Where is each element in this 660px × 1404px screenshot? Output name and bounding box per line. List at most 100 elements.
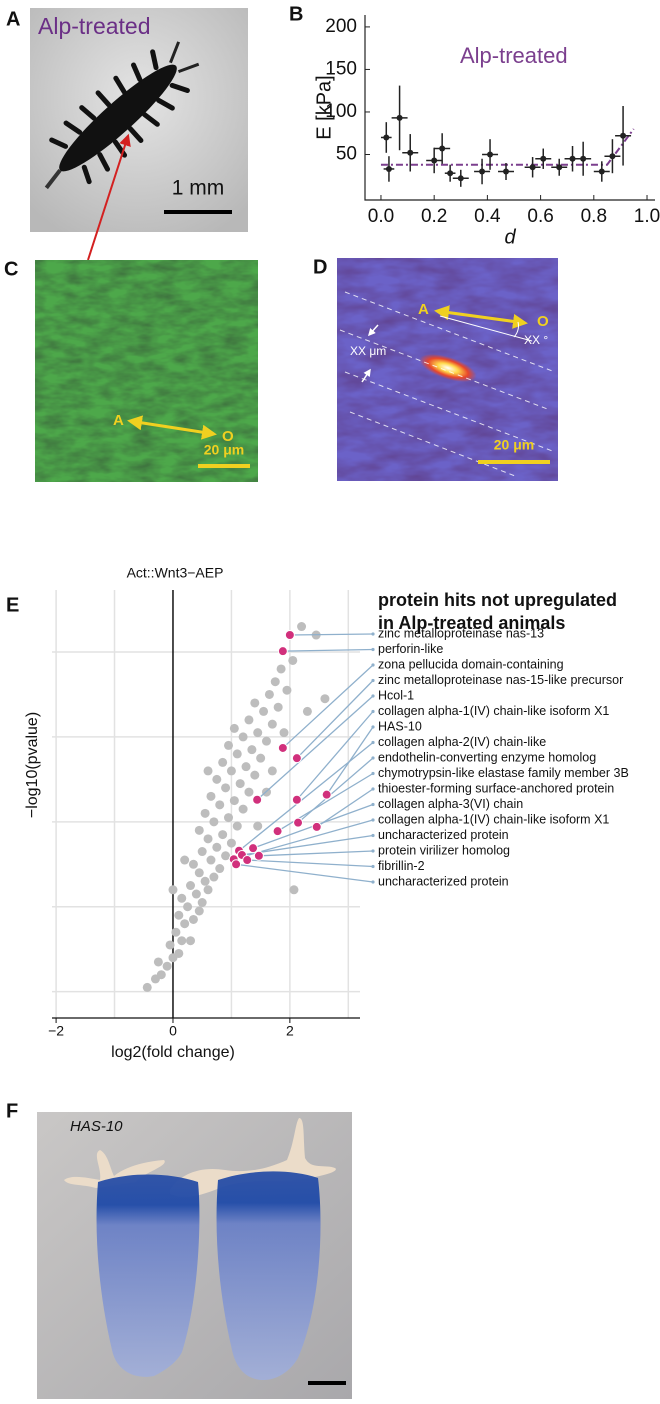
point [153,957,163,967]
y-tick-label: 200 [325,16,357,37]
point [186,881,196,891]
hit-label: collagen alpha-3(VI) chain [378,797,523,811]
annotation: protein hits not upregulated [378,590,617,610]
photo-f: HAS-10 [37,1112,352,1399]
scale-label: 20 μm [204,442,244,458]
leader-line [236,863,374,883]
point [487,151,494,158]
point [177,893,187,903]
axis-label: O [222,428,234,445]
hit-label: zinc metalloproteinase nas-13 [378,626,544,640]
hit-label: collagen alpha-1(IV) chain-like isoform … [378,812,609,826]
panel-label: F [6,1100,18,1122]
point [174,948,184,958]
point [221,851,231,861]
hit-point [284,630,295,641]
y-tick-label: 150 [325,58,357,79]
x-tick-label: −2 [48,1023,64,1039]
point [289,885,299,895]
point [241,762,251,772]
point [232,749,242,759]
y-axis-label: −log10(pvalue) [24,712,41,818]
point [226,838,236,848]
leader-line [256,695,374,801]
hit-point [291,753,302,764]
leader-dot [371,740,375,745]
hit-label: Hcol-1 [378,688,414,702]
hit-label: zona pellucida domain-containing [378,657,564,671]
chart-title: Act::Wnt3−AEP [127,565,224,581]
leader-line [258,850,374,857]
hit-label: uncharacterized protein [378,828,509,842]
hit-label: zinc metalloproteinase nas-15-like precu… [378,673,623,687]
y-tick-label: 50 [336,144,357,165]
point [556,164,563,171]
point [197,898,207,908]
leader-dot [371,849,375,853]
leader-dot [371,864,375,869]
leader-dot [371,647,375,652]
spacing-label: XX μm [350,344,386,358]
point [165,940,175,950]
hit-point [293,817,304,828]
point [276,664,286,674]
point [244,787,254,797]
point [297,622,307,632]
point [186,936,196,946]
hit-label: chymotrypsin-like elastase family member… [378,766,629,780]
axis-label: O [537,313,549,330]
leader-dot [371,880,375,884]
point [162,961,172,971]
point [180,919,190,929]
panel-label: B [289,3,303,25]
point [200,876,210,886]
hit-point [231,859,242,870]
point [183,902,193,912]
point [206,791,216,801]
y-tick-label: 100 [325,101,357,122]
point [235,779,245,789]
point [238,732,248,742]
point [188,914,198,924]
point [200,808,210,818]
panel-label: E [6,594,19,616]
fit-line [380,128,635,166]
leader-dot [371,709,375,714]
hit-point [321,789,332,800]
point [212,774,222,784]
point [212,842,222,852]
point [174,910,184,920]
point [264,689,274,699]
scale-label: 20 μm [494,437,534,453]
photo-a: Alp-treated 1 mm [30,8,248,261]
point [407,149,414,156]
leader-dot [371,694,375,698]
point [142,982,152,992]
point [203,885,213,895]
point [598,168,605,175]
x-tick-label: 0.0 [368,206,394,227]
point [580,155,587,162]
point [197,847,207,857]
axis-label: A [418,301,429,318]
chart-b: 50 100 150 200 0.0 0.2 0.4 0.6 0.8 1.0 d E [kPa] Alp… [313,15,660,248]
point [156,970,166,980]
point [238,804,248,814]
hit-label: HAS-10 [378,719,422,733]
point [247,745,257,755]
point [194,868,204,878]
hit-point [253,850,264,861]
point [279,728,289,738]
hit-label: fibrillin-2 [378,859,425,873]
point [282,685,292,695]
point [209,872,219,882]
hit-point [272,826,283,837]
hit-label: collagen alpha-2(IV) chain-like [378,735,546,749]
x-tick-label: 0.4 [474,206,501,227]
point [224,740,234,750]
point [206,855,216,865]
micrograph-c: A O 20 μm [35,260,258,482]
point [215,864,225,874]
point [256,753,266,763]
hit-label: protein virilizer homolog [378,843,510,857]
